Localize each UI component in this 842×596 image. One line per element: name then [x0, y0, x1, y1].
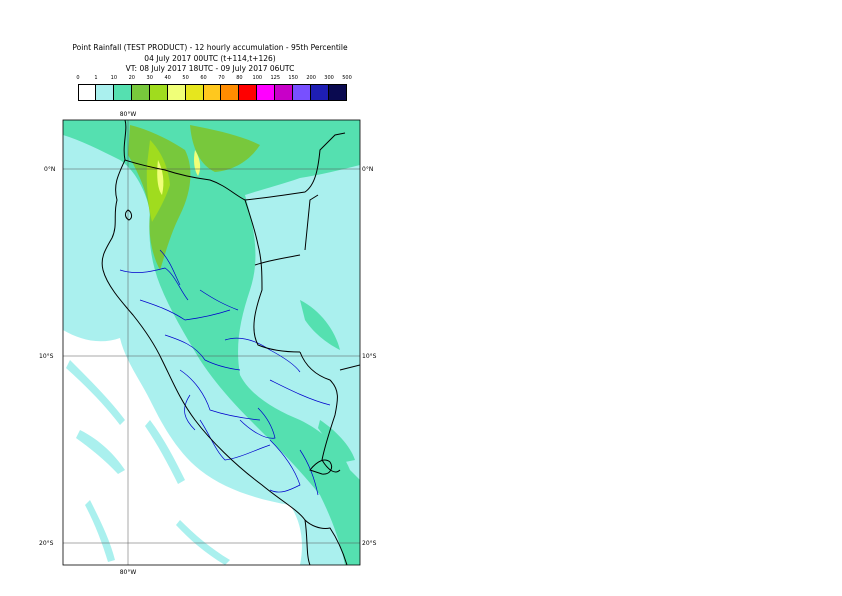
- legend-tick-label: 30: [146, 75, 153, 81]
- legend-swatch: [239, 84, 258, 100]
- legend-swatch: [185, 84, 204, 100]
- lon-label-top: 80°W: [120, 111, 137, 118]
- coast-and-borders: [101, 120, 360, 565]
- legend-swatch: [203, 84, 222, 100]
- rain-band-very-heavy: [190, 125, 260, 172]
- legend-tick-label: 10: [110, 75, 118, 81]
- national-border: [309, 459, 333, 475]
- national-border: [244, 132, 346, 201]
- national-border: [304, 519, 348, 565]
- legend-swatch: [131, 84, 150, 100]
- rain-patch: [318, 420, 355, 462]
- legend-tick-label: 100: [252, 75, 263, 81]
- legend-swatch: [311, 84, 330, 100]
- rain-streak: [66, 360, 125, 425]
- national-border: [299, 351, 341, 473]
- chart-subtitle-run: 04 July 2017 00UTC (t+114,t+126): [144, 54, 276, 63]
- national-border: [339, 364, 360, 371]
- rain-streak: [176, 520, 230, 565]
- chart-title: Point Rainfall (TEST PRODUCT) - 12 hourl…: [72, 43, 348, 52]
- legend-tick-label: 60: [200, 75, 207, 81]
- legend-swatch: [167, 84, 186, 100]
- legend-tick-label: 200: [306, 75, 316, 81]
- national-border: [254, 254, 301, 266]
- lat-label-left-20s: 20°S: [39, 540, 54, 547]
- legend-swatch: [95, 84, 114, 100]
- lon-label-bottom: 80°W: [120, 569, 137, 576]
- chart-subtitle-valid-time: VT: 08 July 2017 18UTC - 09 July 2017 06…: [125, 64, 295, 73]
- legend-tick-label: 50: [182, 75, 189, 81]
- legend-tick-label: 1: [94, 75, 98, 81]
- region-borders: [119, 249, 331, 496]
- legend-swatch: [275, 84, 294, 100]
- lat-label-left-10s: 10°S: [39, 353, 54, 360]
- legend-tick-label: 20: [128, 75, 135, 81]
- coastline: [101, 120, 311, 565]
- rain-streak: [85, 500, 115, 562]
- legend-swatch: [113, 84, 132, 100]
- dry-sea-area: [63, 330, 302, 565]
- rain-streak: [76, 430, 125, 474]
- legend-frame: [78, 84, 347, 101]
- map-frame: [62, 119, 361, 566]
- legend-swatch: [293, 84, 312, 100]
- rain-band-heavy: [63, 120, 360, 565]
- legend-tick-label: 500: [342, 75, 352, 81]
- legend-tick-label: 300: [324, 75, 334, 81]
- legend-tick-label: 80: [236, 75, 243, 81]
- rain-patch: [300, 300, 340, 350]
- lat-label-left-0: 0°N: [44, 166, 55, 173]
- legend-swatch: [149, 84, 168, 100]
- legend-swatch: [78, 84, 96, 100]
- legend-tick-label: 70: [218, 75, 225, 81]
- national-border: [304, 194, 319, 251]
- legend-tick-label: 150: [288, 75, 298, 81]
- rain-band-peak: [194, 150, 201, 176]
- lat-label-right-20s: 20°S: [362, 540, 377, 547]
- national-border: [124, 159, 301, 353]
- lat-label-right-10s: 10°S: [362, 353, 377, 360]
- legend-tick-label: 125: [270, 75, 281, 81]
- rain-streak: [145, 420, 185, 484]
- legend-swatch: [257, 84, 276, 100]
- island: [125, 209, 132, 221]
- legend-tick-label: 0: [76, 75, 80, 81]
- lat-label-right-0: 0°N: [362, 166, 373, 173]
- legend-tick-label: 40: [164, 75, 171, 81]
- legend-swatch: [221, 84, 240, 100]
